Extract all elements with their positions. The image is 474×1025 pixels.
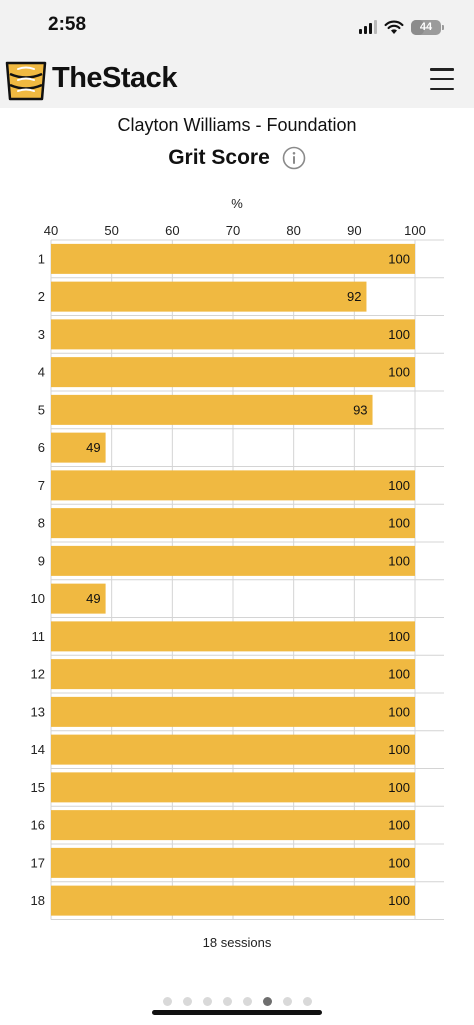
y-tick-label: 7 bbox=[38, 478, 45, 493]
page-title: Grit Score bbox=[168, 146, 270, 169]
y-tick-label: 16 bbox=[31, 818, 45, 833]
bar bbox=[51, 885, 415, 916]
bar bbox=[51, 696, 415, 727]
page-dot[interactable] bbox=[162, 997, 172, 1006]
app-header: TheStack bbox=[0, 54, 474, 108]
bar bbox=[51, 847, 415, 878]
status-time: 2:58 bbox=[48, 14, 87, 35]
bar-value-label: 92 bbox=[347, 289, 361, 304]
bar bbox=[51, 772, 415, 803]
grit-score-panel: Clayton Williams - Foundation Grit Score… bbox=[0, 108, 474, 1025]
bar bbox=[51, 243, 415, 274]
bar-value-label: 100 bbox=[388, 742, 410, 757]
page-dot[interactable] bbox=[202, 997, 212, 1006]
y-tick-label: 1 bbox=[38, 251, 45, 266]
status-bar: 2:58 44 bbox=[0, 0, 474, 54]
bar bbox=[51, 734, 415, 765]
bar bbox=[51, 357, 415, 388]
grit-score-chart: % 40 50 60 70 80 90 100 1 100 2 92 3 100 4 100 5 93 6 49 7 10… bbox=[31, 196, 444, 920]
stack-logo-icon bbox=[5, 61, 47, 101]
page-dot[interactable] bbox=[182, 997, 192, 1006]
bar bbox=[51, 810, 415, 841]
wifi-icon bbox=[384, 20, 404, 34]
y-tick-label: 11 bbox=[32, 629, 46, 644]
y-tick-label: 2 bbox=[38, 289, 45, 304]
page-dot[interactable] bbox=[262, 997, 272, 1006]
page-dot[interactable] bbox=[222, 997, 232, 1006]
y-tick-label: 13 bbox=[31, 704, 45, 719]
bar bbox=[51, 470, 415, 501]
bar bbox=[51, 659, 415, 690]
bar-value-label: 100 bbox=[388, 327, 410, 342]
y-tick-label: 12 bbox=[31, 667, 45, 682]
hamburger-menu-icon[interactable] bbox=[430, 68, 454, 90]
x-tick-label: 90 bbox=[347, 223, 361, 238]
x-tick-label: 60 bbox=[165, 223, 179, 238]
y-tick-label: 14 bbox=[31, 742, 45, 757]
bar-value-label: 100 bbox=[388, 667, 410, 682]
x-tick-label: 70 bbox=[226, 223, 240, 238]
bar bbox=[51, 621, 415, 652]
bar bbox=[51, 432, 106, 463]
title-row: Grit Score bbox=[0, 146, 474, 170]
bar-value-label: 100 bbox=[388, 251, 410, 266]
x-tick-label: 100 bbox=[404, 223, 426, 238]
bar bbox=[51, 583, 106, 614]
y-tick-label: 3 bbox=[38, 327, 45, 342]
y-tick-label: 18 bbox=[31, 893, 45, 908]
battery-tip bbox=[442, 24, 444, 30]
y-tick-label: 5 bbox=[38, 402, 45, 417]
bar-value-label: 100 bbox=[388, 553, 410, 568]
bar-value-label: 100 bbox=[388, 516, 410, 531]
battery-level: 44 bbox=[419, 21, 433, 33]
y-tick-label: 6 bbox=[38, 440, 45, 455]
bar-value-label: 100 bbox=[388, 893, 410, 908]
status-icons: 44 bbox=[359, 16, 444, 38]
bar-value-label: 100 bbox=[388, 629, 410, 644]
x-tick-label: 80 bbox=[286, 223, 300, 238]
bar-value-label: 100 bbox=[388, 704, 410, 719]
page-dot[interactable] bbox=[302, 997, 312, 1006]
bar-value-label: 100 bbox=[388, 365, 410, 380]
bar-value-label: 93 bbox=[353, 402, 367, 417]
bar-value-label: 100 bbox=[388, 818, 410, 833]
bar bbox=[51, 508, 415, 539]
y-tick-label: 9 bbox=[38, 553, 45, 568]
x-axis-label: % bbox=[231, 196, 243, 211]
bar-value-label: 49 bbox=[86, 440, 100, 455]
cellular-signal-icon bbox=[359, 20, 377, 34]
bar bbox=[51, 545, 415, 576]
athlete-program-subtitle: Clayton Williams - Foundation bbox=[117, 115, 357, 135]
bar-value-label: 100 bbox=[388, 855, 410, 870]
y-tick-label: 17 bbox=[31, 855, 45, 870]
page-dot[interactable] bbox=[282, 997, 292, 1006]
bar bbox=[51, 319, 415, 350]
bar bbox=[51, 281, 367, 312]
bar-value-label: 49 bbox=[86, 591, 100, 606]
y-tick-label: 10 bbox=[31, 591, 45, 606]
home-indicator[interactable] bbox=[152, 1010, 322, 1015]
bar-value-label: 100 bbox=[388, 780, 410, 795]
y-tick-label: 4 bbox=[38, 365, 45, 380]
page-indicator bbox=[0, 997, 474, 1006]
y-tick-label: 15 bbox=[31, 780, 45, 795]
y-tick-label: 8 bbox=[38, 516, 45, 531]
bar bbox=[51, 394, 373, 425]
page-dot[interactable] bbox=[242, 997, 252, 1006]
bar-value-label: 100 bbox=[388, 478, 410, 493]
app-name[interactable]: TheStack bbox=[52, 62, 177, 94]
x-tick-label: 50 bbox=[104, 223, 118, 238]
x-tick-label: 40 bbox=[44, 223, 58, 238]
sessions-count: 18 sessions bbox=[202, 935, 272, 950]
info-icon[interactable] bbox=[282, 146, 306, 170]
battery-icon: 44 bbox=[411, 19, 441, 35]
